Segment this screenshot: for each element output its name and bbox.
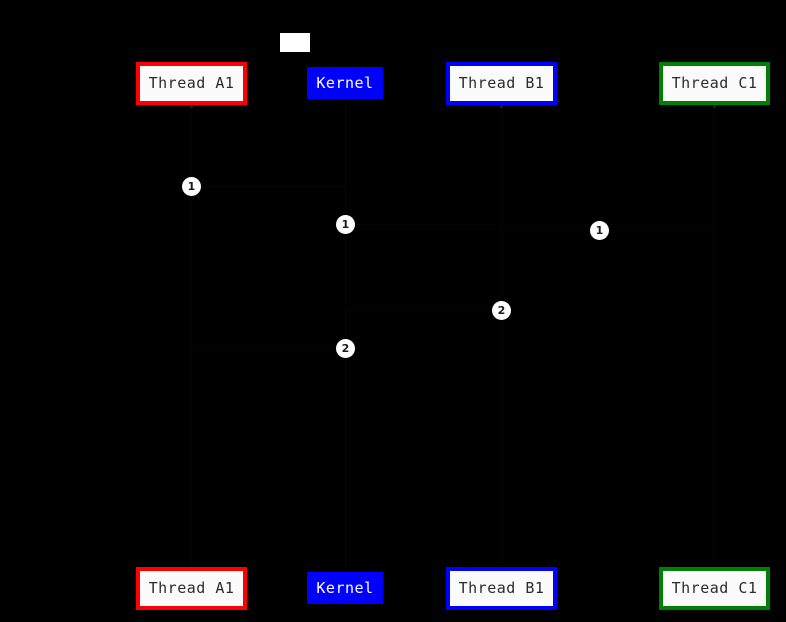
lifeline-stub-thread-a1	[190, 104, 193, 108]
participant-box-thread-c1-top[interactable]: Thread C1	[659, 62, 770, 105]
participant-box-kernel-top[interactable]: Kernel	[307, 67, 383, 99]
participant-box-thread-b1-top[interactable]: Thread B1	[446, 62, 557, 105]
participant-label-thread-c1-bottom: Thread C1	[671, 579, 758, 597]
note-chip	[280, 33, 310, 52]
participant-box-thread-b1-bottom[interactable]: Thread B1	[446, 567, 557, 610]
participant-label-thread-a1-top: Thread A1	[148, 74, 235, 92]
step-badge-a1-1: 1	[182, 177, 201, 196]
step-badge-kernel-1: 1	[336, 215, 355, 234]
step-badge-b1-2: 2	[492, 301, 511, 320]
lifeline-thread-c1	[714, 105, 715, 567]
participant-box-thread-c1-bottom[interactable]: Thread C1	[659, 567, 770, 610]
message-arrow-5	[191, 348, 345, 349]
participant-label-thread-c1-top: Thread C1	[671, 74, 758, 92]
message-arrow-4	[345, 310, 501, 311]
step-badge-kernel-2: 2	[336, 339, 355, 358]
participant-label-kernel-bottom: Kernel	[316, 578, 374, 597]
participant-label-thread-b1-top: Thread B1	[458, 74, 545, 92]
message-arrow-1	[191, 186, 345, 187]
participant-box-thread-a1-bottom[interactable]: Thread A1	[136, 567, 247, 610]
participant-box-kernel-bottom[interactable]: Kernel	[307, 572, 383, 604]
participant-box-thread-a1-top[interactable]: Thread A1	[136, 62, 247, 105]
participant-label-thread-a1-bottom: Thread A1	[148, 579, 235, 597]
participant-label-kernel-top: Kernel	[316, 73, 374, 92]
lifeline-thread-b1	[501, 105, 502, 567]
lifeline-stub-thread-b1	[500, 104, 503, 108]
step-badge-c1-1: 1	[590, 221, 609, 240]
participant-label-thread-b1-bottom: Thread B1	[458, 579, 545, 597]
lifeline-kernel	[345, 100, 346, 572]
message-arrow-2	[345, 224, 501, 225]
lifeline-thread-a1	[191, 105, 192, 567]
lifeline-stub-thread-c1	[713, 104, 716, 108]
